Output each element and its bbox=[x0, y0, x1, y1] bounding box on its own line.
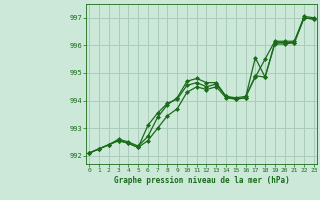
X-axis label: Graphe pression niveau de la mer (hPa): Graphe pression niveau de la mer (hPa) bbox=[114, 176, 290, 185]
